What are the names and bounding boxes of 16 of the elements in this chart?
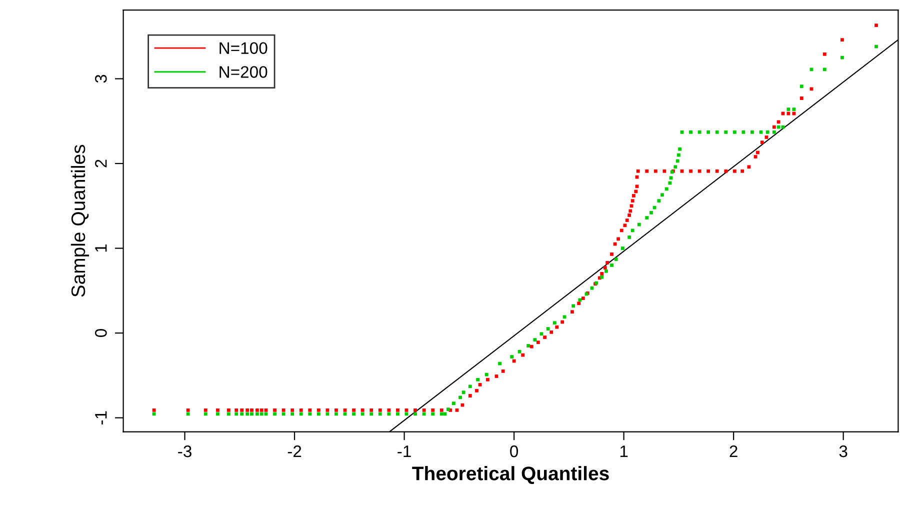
legend-label: N=200 bbox=[220, 66, 268, 78]
y-tick-label: -1 bbox=[95, 411, 107, 424]
x-tick-label: -1 bbox=[398, 446, 411, 458]
x-tick-label: 3 bbox=[839, 445, 848, 458]
x-tick-label: 2 bbox=[730, 445, 738, 458]
y-tick-label: 0 bbox=[95, 329, 107, 338]
x-tick-label: 0 bbox=[510, 445, 518, 458]
x-tick-label: 1 bbox=[620, 446, 628, 458]
y-tick-label: 2 bbox=[95, 160, 107, 168]
x-axis-title: Theoretical Quantiles bbox=[412, 466, 609, 484]
y-axis-title: Sample Quantiles bbox=[70, 144, 90, 297]
y-tick-label: 3 bbox=[95, 74, 107, 83]
legend-label: N=100 bbox=[220, 42, 268, 54]
x-tick-label: -3 bbox=[178, 445, 192, 458]
y-tick-label: 1 bbox=[95, 244, 107, 252]
x-tick-label: -2 bbox=[288, 445, 302, 458]
